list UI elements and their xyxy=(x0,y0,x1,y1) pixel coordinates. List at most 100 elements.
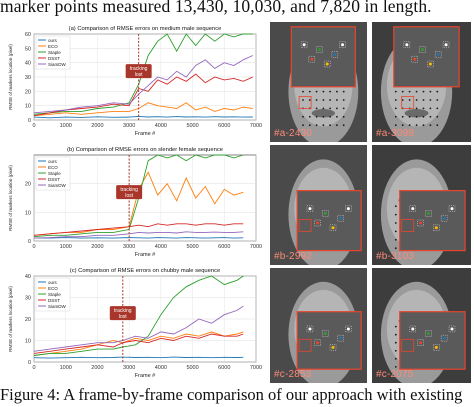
marker-dot xyxy=(308,99,311,101)
marker-dot xyxy=(329,107,331,110)
face-image xyxy=(372,22,471,142)
marker-dot xyxy=(394,366,397,368)
series-line-staple xyxy=(33,275,244,356)
legend-label: ECO xyxy=(48,286,58,291)
tracked-marker xyxy=(442,336,446,340)
legend-label: ours xyxy=(48,280,58,285)
frame-photo-b-3103: #b-3103 xyxy=(372,145,471,265)
tracked-marker xyxy=(421,48,425,52)
y-tick-label: 40 xyxy=(25,274,31,280)
marker-dot xyxy=(302,115,304,118)
x-tick-label: 7000 xyxy=(250,365,262,371)
plot-panel-a: 0 10 20 30 40 50 60 0 1000 2000 3000 4000 5000 6000 70… xyxy=(4,22,264,140)
series-line-ours xyxy=(34,237,244,239)
tracked-marker xyxy=(308,207,312,211)
marker-dot xyxy=(422,99,425,101)
source-region-box xyxy=(298,96,312,109)
tracked-marker xyxy=(442,216,446,220)
face-image xyxy=(270,268,367,383)
marker-dot xyxy=(429,107,432,110)
marker-dot xyxy=(436,99,439,101)
x-tick-label: 0 xyxy=(32,244,35,250)
x-tick-label: 1000 xyxy=(60,365,72,371)
tracked-marker xyxy=(310,57,314,61)
marker-dot xyxy=(436,115,439,118)
marker-dot xyxy=(315,90,318,93)
tracker-box xyxy=(331,51,339,58)
marker-dot xyxy=(422,115,425,118)
tracked-marker xyxy=(316,221,320,225)
zoom-inset xyxy=(393,26,460,88)
tracking-lost-label: lost xyxy=(125,193,133,199)
tracked-marker xyxy=(339,216,343,220)
y-tick-label: 10 xyxy=(25,339,31,345)
rmse-chart-a: 0 10 20 30 40 50 60 0 1000 2000 3000 4000 5000 6000 70… xyxy=(4,22,264,140)
marker-dot xyxy=(342,124,345,127)
zoom-inset xyxy=(399,311,466,370)
marker-dot xyxy=(336,99,338,101)
y-tick-label: 30 xyxy=(25,296,31,302)
series-line-eco xyxy=(33,331,244,356)
series-line-eco xyxy=(33,102,253,117)
frame-label: #b-3103 xyxy=(376,251,415,262)
series-line-siamdw xyxy=(33,231,244,239)
source-region-box xyxy=(401,96,415,109)
x-tick-label: 5000 xyxy=(186,365,198,371)
tracked-marker xyxy=(346,327,350,331)
tracked-marker xyxy=(346,207,350,211)
y-tick-label: 60 xyxy=(25,32,31,38)
series-line-staple xyxy=(33,154,244,238)
marker-dot xyxy=(415,99,418,101)
marker-dot xyxy=(394,341,397,344)
tracked-marker xyxy=(450,327,454,331)
tracked-marker xyxy=(316,341,320,345)
frame-label: #c-2075 xyxy=(376,369,414,380)
frame-photo-c-2075: #c-2075 xyxy=(372,268,471,383)
y-tick-label: 10 xyxy=(25,210,31,216)
series-line-dsst xyxy=(33,333,244,354)
tracking-lost-box xyxy=(125,64,152,79)
marker-dot xyxy=(394,107,397,110)
marker-dot xyxy=(394,325,397,328)
legend-label: ECO xyxy=(48,44,58,49)
marker-dot xyxy=(394,205,397,208)
face-image xyxy=(372,145,471,265)
x-tick-label: 0 xyxy=(32,123,35,129)
zoom-inset xyxy=(399,189,466,252)
y-tick-label: 20 xyxy=(25,182,31,188)
marker-dot xyxy=(394,115,397,118)
series-line-dsst xyxy=(33,223,244,236)
tracked-marker xyxy=(323,332,327,336)
legend-label: Staple xyxy=(48,50,61,55)
y-tick-label: 20 xyxy=(25,89,31,95)
frame-label: #b-2992 xyxy=(274,251,313,262)
mouth xyxy=(404,109,429,118)
marker-dot xyxy=(394,90,397,93)
marker-dot xyxy=(322,124,325,127)
x-tick-label: 3000 xyxy=(123,123,135,129)
tracked-marker xyxy=(318,48,322,52)
marker-dot xyxy=(394,222,397,224)
x-axis-label: Frame # xyxy=(135,252,156,258)
face-image xyxy=(270,22,367,142)
x-tick-label: 7000 xyxy=(250,244,262,250)
tracking-lost-label: tracking xyxy=(130,66,148,72)
y-axis-label: RMSE of markers location (pixel) xyxy=(8,286,13,352)
tracked-marker xyxy=(411,327,415,331)
mouth xyxy=(311,109,335,118)
marker-dot xyxy=(422,124,425,127)
chart-title: (c) Comparison of RMSE errors on chubby … xyxy=(70,268,220,274)
frame-photo-a-3098: #a-3098 xyxy=(372,22,471,142)
legend-label: ECO xyxy=(48,165,58,170)
face-image xyxy=(270,145,367,265)
marker-dot xyxy=(302,90,304,93)
y-tick-label: 40 xyxy=(25,61,31,67)
marker-dot xyxy=(308,90,311,93)
x-tick-label: 4000 xyxy=(155,365,167,371)
marker-dot xyxy=(336,124,338,127)
tracked-marker xyxy=(411,207,415,211)
x-tick-label: 2000 xyxy=(91,365,103,371)
tracked-marker xyxy=(413,57,417,61)
tracked-marker xyxy=(331,226,335,230)
marker-dot xyxy=(401,90,404,93)
